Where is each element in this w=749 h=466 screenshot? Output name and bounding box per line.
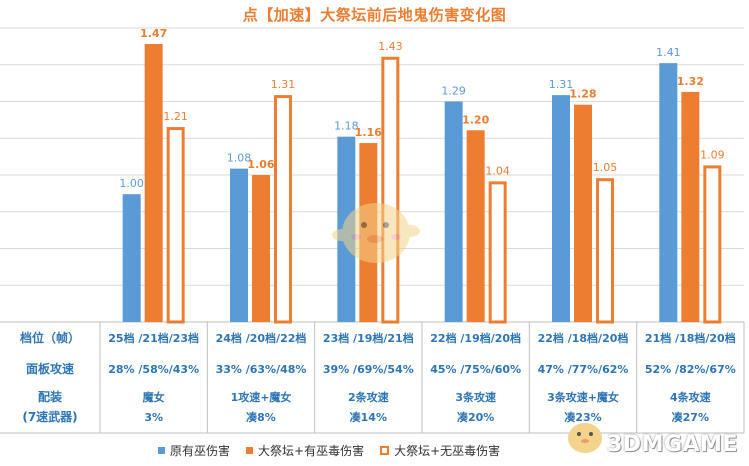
data-label-series-2: 1.31 [271,78,296,91]
table-cell: 魔女 [143,390,165,404]
data-label-series-1: 1.20 [462,113,489,126]
table-row-header: (7速武器) [22,409,77,424]
chart-title: 点【加速】大祭坛前后地鬼伤害变化图 [242,6,507,24]
bar-series-1 [681,91,700,322]
data-label-series-2: 1.09 [700,148,725,161]
bar-series-2 [274,95,292,324]
table-cell: 39% /69%/54% [323,363,414,376]
bar-series-0 [444,101,463,322]
table-cell: 21档 /18档/20档 [645,331,736,345]
data-label-series-0: 1.18 [334,120,359,133]
bar-series-0 [122,194,141,322]
data-label-series-1: 1.06 [247,158,274,171]
table-cell: 45% /75%/60% [430,363,521,376]
data-label-series-2: 1.43 [378,40,403,53]
bar-series-1 [252,175,270,322]
bar-series-1 [574,104,592,323]
legend-label-series-0: 原有巫伤害 [170,443,231,458]
table-cell: 23档 /19档/21档 [323,331,414,345]
table-cell: 24档 /20档/22档 [216,331,307,345]
data-label-series-2: 1.05 [593,161,618,174]
bar-series-0 [230,168,248,322]
table-row-header: 配装 [38,389,62,404]
table-cell: 3% [144,411,163,424]
legend-item-series-2: 大祭坛+无巫毒伤害 [380,442,500,459]
table-cell: 47% /77%/62% [538,363,629,376]
table-cell: 凑27% [672,410,709,424]
bar-series-0 [659,63,678,323]
data-label-series-0: 1.29 [441,85,466,98]
data-label-series-2: 1.04 [485,164,510,177]
table-cell: 28% /58%/43% [108,363,199,376]
watermark-logo: 3DMGAME [607,432,738,457]
table-cell: 25档 /21档/23档 [108,331,199,345]
legend-swatch-series-0 [158,446,165,454]
table-cell: 22档 /19档/20档 [430,331,521,345]
mascot-watermark-image [332,203,420,263]
table-cell: 1攻速+魔女 [231,390,292,404]
bar-series-1 [144,43,163,322]
legend-label-series-2: 大祭坛+无巫毒伤害 [394,443,501,458]
table-cell: 2条攻速 [348,390,389,404]
data-label-series-1: 1.28 [569,88,596,101]
table-cell: 33% /63%/48% [216,363,307,376]
data-label-series-1: 1.32 [677,75,704,88]
legend-item-series-1: 大祭坛+有巫毒伤害 [246,442,364,459]
data-label-series-0: 1.08 [227,152,252,165]
table-cell: 4条攻速 [670,390,711,404]
data-label-series-1: 1.47 [140,27,167,40]
table-row-header: 档位（帧） [20,330,80,345]
table-row-header: 面板攻速 [26,361,74,376]
table-cell: 52% /82%/67% [645,363,736,376]
bar-series-2 [703,165,722,324]
bar-series-1 [466,130,485,322]
data-label-series-0: 1.31 [549,78,574,91]
legend-label-series-1: 大祭坛+有巫毒伤害 [258,443,365,458]
logo-mascot-image [568,423,602,453]
table-cell: 凑20% [457,410,494,424]
legend-item-series-0: 原有巫伤害 [158,442,230,459]
table-cell: 凑14% [350,410,387,424]
table-cell: 凑8% [246,410,276,424]
table-cell: 22档 /18档/20档 [538,331,629,345]
legend: 原有巫伤害 大祭坛+有巫毒伤害 大祭坛+无巫毒伤害 [158,441,516,459]
legend-swatch-series-1 [246,446,254,454]
legend-swatch-series-2 [380,445,390,455]
data-label-series-2: 1.21 [163,110,188,123]
bar-series-0 [552,95,570,322]
table-cell: 3条攻速+魔女 [547,390,619,404]
data-label-series-1: 1.16 [355,126,382,139]
data-label-series-0: 1.00 [119,177,144,190]
table-cell: 凑23% [564,410,601,424]
bar-series-2 [166,127,185,324]
bar-series-2 [488,181,507,324]
data-label-series-0: 1.41 [656,46,681,59]
table-cell: 3条攻速 [455,390,496,404]
bar-series-2 [596,178,614,324]
